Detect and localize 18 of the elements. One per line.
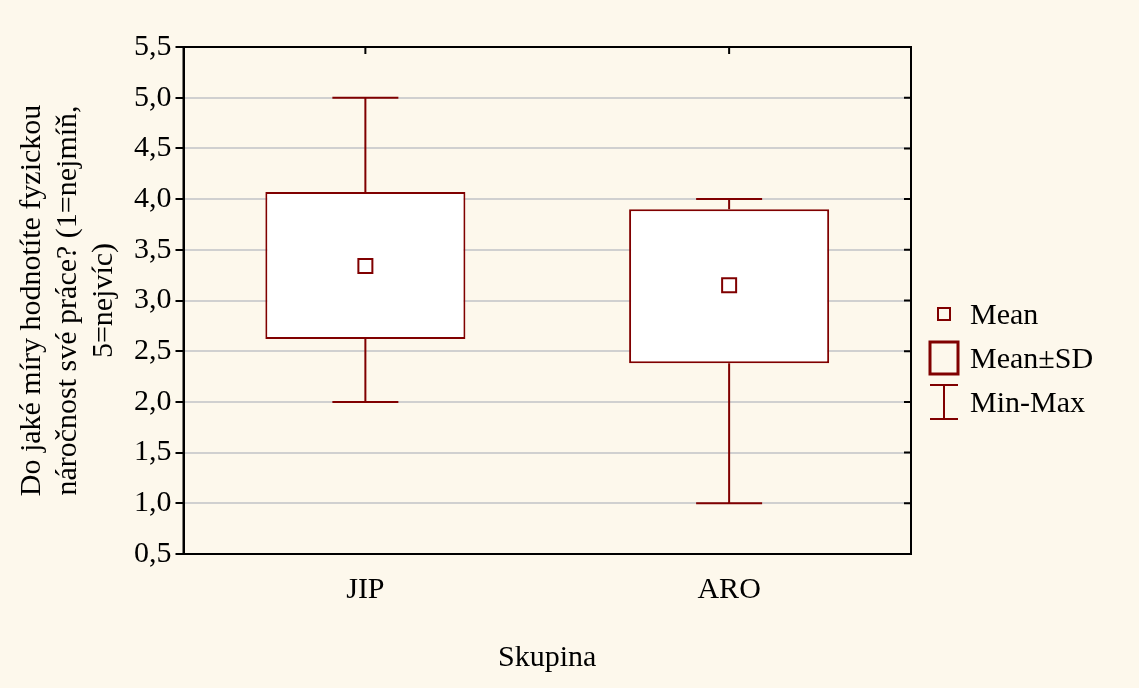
y-tick-label: 4,5	[134, 129, 172, 163]
y-tick-label: 0,5	[134, 534, 172, 568]
y-tick-label: 4,0	[134, 179, 172, 213]
y-tick-label: 2,5	[134, 332, 172, 366]
x-tick-label: ARO	[697, 570, 761, 604]
y-tick-label: 1,0	[134, 484, 172, 518]
y-tick-label: 5,0	[134, 78, 172, 112]
y-axis-title: Do jaké míry hodnotíte fyzickou náročnost své práce? (1=nejmíň, 5=nejvíc)	[12, 104, 119, 497]
y-tick-label: 1,5	[134, 433, 172, 467]
y-tick-label: 3,5	[134, 230, 172, 264]
text: Mean	[970, 297, 1039, 331]
y-tick-label: 3,0	[134, 281, 172, 315]
x-tick-label: JIP	[346, 570, 385, 604]
text: Min-Max	[970, 385, 1085, 419]
y-tick-label: 2,0	[134, 382, 172, 416]
y-tick-label: 5,5	[134, 27, 172, 61]
text: Mean±SD	[970, 341, 1094, 375]
x-axis-title: Skupina	[498, 638, 597, 672]
